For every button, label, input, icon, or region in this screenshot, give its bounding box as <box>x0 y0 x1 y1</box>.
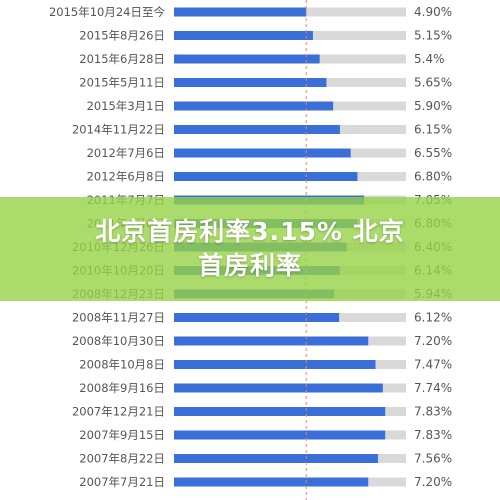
category-label: 2007年7月21日 <box>79 475 165 489</box>
value-label: 4.90% <box>414 5 452 19</box>
category-label: 2008年10月30日 <box>72 334 165 348</box>
value-label: 7.47% <box>414 358 452 372</box>
banner-title-line1: 北京首房利率3.15% 北京 <box>95 217 405 246</box>
bar <box>174 454 378 463</box>
value-label: 5.90% <box>414 99 452 113</box>
category-label: 2015年8月26日 <box>79 29 165 43</box>
category-label: 2007年12月21日 <box>72 405 165 419</box>
value-label: 6.12% <box>414 311 452 325</box>
bar <box>174 7 307 17</box>
category-label: 2012年6月8日 <box>87 170 165 184</box>
value-label: 7.74% <box>414 381 452 395</box>
category-label: 2008年9月16日 <box>79 381 165 395</box>
value-label: 7.20% <box>414 475 452 489</box>
value-label: 5.4% <box>414 52 445 66</box>
bar <box>174 31 313 40</box>
title-banner: 北京首房利率3.15% 北京 首房利率 <box>0 197 500 301</box>
category-label: 2015年3月1日 <box>87 99 165 113</box>
category-label: 2015年6月28日 <box>79 52 165 66</box>
category-label: 2015年10月24日至今 <box>49 5 166 19</box>
bar <box>174 313 340 322</box>
value-label: 6.80% <box>414 170 452 184</box>
value-label: 7.56% <box>414 452 452 466</box>
bar <box>174 477 369 487</box>
value-label: 7.83% <box>414 405 452 419</box>
bar <box>174 430 386 440</box>
bar <box>174 78 327 87</box>
value-label: 7.20% <box>414 334 452 348</box>
banner-title-line2: 首房利率 <box>197 251 302 280</box>
bar <box>174 383 383 393</box>
bar <box>174 360 376 369</box>
category-label: 2007年8月22日 <box>79 452 165 466</box>
category-label: 2014年11月22日 <box>72 123 165 137</box>
bar <box>174 101 334 111</box>
bar <box>174 54 320 64</box>
value-label: 5.65% <box>414 76 452 90</box>
value-label: 5.15% <box>414 29 452 43</box>
bar <box>174 148 351 158</box>
category-label: 2007年9月15日 <box>79 428 165 442</box>
category-label: 2008年11月27日 <box>72 311 165 325</box>
value-label: 6.15% <box>414 123 452 137</box>
value-label: 6.55% <box>414 146 452 160</box>
category-label: 2015年5月11日 <box>79 76 165 90</box>
bar <box>174 336 369 346</box>
bar <box>174 172 358 181</box>
category-label: 2008年10月8日 <box>79 358 165 372</box>
bar <box>174 407 386 416</box>
category-label: 2012年7月6日 <box>87 146 165 160</box>
value-label: 7.83% <box>414 428 452 442</box>
bar <box>174 125 340 134</box>
